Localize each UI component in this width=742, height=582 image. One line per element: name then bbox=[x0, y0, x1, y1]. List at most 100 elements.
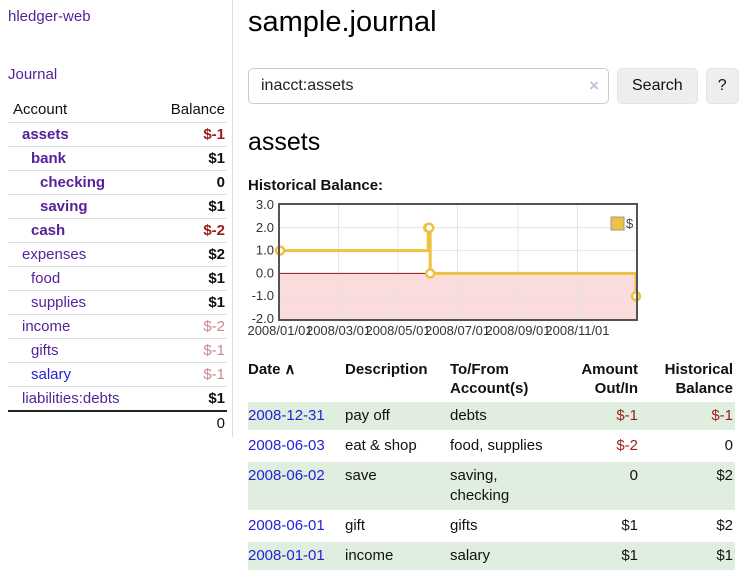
svg-text:2.0: 2.0 bbox=[256, 220, 274, 235]
sidebar-account-link-supplies[interactable]: supplies bbox=[31, 294, 87, 311]
txn-header-description: Description bbox=[345, 361, 428, 378]
table-row: 2008-01-01 income salary $1 $1 bbox=[248, 541, 735, 572]
txn-balance: $2 bbox=[640, 461, 735, 512]
svg-text:-1.0: -1.0 bbox=[252, 288, 274, 303]
txn-accounts: debts bbox=[450, 402, 558, 432]
sort-asc-icon: ∧ bbox=[284, 361, 296, 378]
account-balance: $-2 bbox=[149, 314, 227, 339]
account-row: liabilities:debts $1 bbox=[8, 386, 227, 411]
sidebar-account-link-salary[interactable]: salary bbox=[31, 366, 72, 383]
balance-chart-svg: $3.0 2.0 1.0 0.0 -1.0 -2.02008/01/012008/03/0… bbox=[247, 197, 642, 338]
account-balance: $-1 bbox=[149, 362, 227, 387]
account-row: saving $1 bbox=[8, 194, 227, 219]
account-balance: $2 bbox=[149, 242, 227, 267]
txn-date-link[interactable]: 2008-06-03 bbox=[248, 437, 325, 454]
accounts-header-balance: Balance bbox=[170, 101, 225, 118]
txn-amount: 0 bbox=[558, 461, 640, 512]
account-row: income $-2 bbox=[8, 314, 227, 339]
accounts-header-account: Account bbox=[13, 101, 68, 118]
historical-balance-chart: $3.0 2.0 1.0 0.0 -1.0 -2.0 2008/01/01 2008/03/0… bbox=[247, 197, 668, 344]
txn-date-link[interactable]: 2008-01-01 bbox=[248, 547, 325, 564]
txn-description: save bbox=[345, 461, 450, 512]
svg-text:2008/03/01: 2008/03/01 bbox=[306, 323, 371, 338]
txn-description: pay off bbox=[345, 402, 450, 432]
chart-title: Historical Balance: bbox=[248, 177, 384, 194]
table-row: 2008-06-03 eat & shop food, supplies $-2 0 bbox=[248, 431, 735, 462]
table-row: 2008-06-01 gift gifts $1 $2 bbox=[248, 511, 735, 542]
transactions-table: Date ∧ Description To/From Account(s) Amou… bbox=[248, 358, 735, 572]
account-balance: $-2 bbox=[149, 218, 227, 243]
account-row: assets $-1 bbox=[8, 122, 227, 147]
accounts-table: Account Balance assets $-1 bank $1 checking 0… bbox=[8, 98, 227, 435]
svg-text:2008/11/01: 2008/11/01 bbox=[545, 323, 609, 338]
account-balance: $1 bbox=[149, 266, 227, 291]
sidebar-account-link-bank[interactable]: bank bbox=[31, 150, 67, 167]
help-button[interactable]: ? bbox=[705, 68, 739, 104]
svg-text:$: $ bbox=[626, 216, 634, 231]
account-balance: $1 bbox=[149, 194, 227, 219]
sidebar-account-link-expenses[interactable]: expenses bbox=[22, 246, 87, 263]
sidebar-account-link-income[interactable]: income bbox=[22, 318, 71, 335]
svg-text:1.0: 1.0 bbox=[256, 243, 274, 258]
account-heading: assets bbox=[248, 128, 321, 156]
svg-text:2008/05/01: 2008/05/01 bbox=[365, 323, 430, 338]
svg-text:-2.0: -2.0 bbox=[252, 311, 274, 326]
txn-header-amount: Amount Out/In bbox=[581, 361, 638, 397]
txn-amount: $-1 bbox=[558, 402, 640, 432]
account-balance: $-1 bbox=[149, 122, 227, 147]
svg-text:2008/09/01: 2008/09/01 bbox=[485, 323, 550, 338]
account-row: supplies $1 bbox=[8, 290, 227, 315]
txn-balance: $-1 bbox=[640, 402, 735, 432]
account-row: cash $-2 bbox=[8, 218, 227, 243]
sidebar-account-link-checking[interactable]: checking bbox=[40, 174, 106, 191]
txn-description: eat & shop bbox=[345, 431, 450, 462]
txn-header-balance: Historical Balance bbox=[664, 361, 733, 397]
main-content: sample.journal × Search ? assets Histori… bbox=[247, 0, 739, 572]
txn-balance: $2 bbox=[640, 511, 735, 542]
sidebar-account-link-assets[interactable]: assets bbox=[22, 126, 69, 143]
txn-header-accounts: To/From Account(s) bbox=[450, 361, 529, 397]
app-title-link[interactable]: hledger-web bbox=[8, 8, 91, 25]
sidebar-account-link-cash[interactable]: cash bbox=[31, 222, 66, 239]
txn-date-link[interactable]: 2008-12-31 bbox=[248, 407, 325, 424]
svg-text:2008/07/01: 2008/07/01 bbox=[425, 323, 490, 338]
search-form: × Search ? bbox=[248, 68, 739, 104]
account-row: gifts $-1 bbox=[8, 338, 227, 363]
txn-accounts: gifts bbox=[450, 511, 558, 542]
table-row: 2008-12-31 pay off debts $-1 $-1 bbox=[248, 402, 735, 432]
txn-date-link[interactable]: 2008-06-01 bbox=[248, 517, 325, 534]
txn-accounts: salary bbox=[450, 541, 558, 572]
account-balance: $-1 bbox=[149, 338, 227, 363]
txn-balance: $1 bbox=[640, 541, 735, 572]
clear-search-icon[interactable]: × bbox=[589, 76, 599, 95]
account-row: bank $1 bbox=[8, 146, 227, 171]
txn-balance: 0 bbox=[640, 431, 735, 462]
accounts-total-row: 0 bbox=[8, 410, 227, 435]
account-balance: $1 bbox=[149, 146, 227, 171]
txn-description: income bbox=[345, 541, 450, 572]
txn-accounts: saving, checking bbox=[450, 461, 558, 512]
svg-text:0.0: 0.0 bbox=[256, 265, 274, 280]
page-title: sample.journal bbox=[248, 6, 437, 38]
search-input[interactable] bbox=[248, 68, 609, 104]
accounts-total-value: 0 bbox=[149, 410, 227, 435]
txn-header-date[interactable]: Date ∧ bbox=[248, 361, 296, 378]
search-button[interactable]: Search bbox=[617, 68, 698, 104]
sidebar-item-journal[interactable]: Journal bbox=[8, 66, 58, 83]
txn-description: gift bbox=[345, 511, 450, 542]
txn-amount: $1 bbox=[558, 541, 640, 572]
sidebar-account-link-liabilities-debts[interactable]: liabilities:debts bbox=[22, 390, 120, 407]
sidebar-account-link-gifts[interactable]: gifts bbox=[31, 342, 59, 359]
table-row: 2008-06-02 save saving, checking 0 $2 bbox=[248, 461, 735, 512]
account-row: expenses $2 bbox=[8, 242, 227, 267]
account-balance: $1 bbox=[149, 290, 227, 315]
account-balance: $1 bbox=[149, 386, 227, 411]
svg-text:3.0: 3.0 bbox=[256, 197, 274, 212]
sidebar-account-link-saving[interactable]: saving bbox=[40, 198, 88, 215]
txn-amount: $-2 bbox=[558, 431, 640, 462]
sidebar-account-link-food[interactable]: food bbox=[31, 270, 61, 287]
account-row: salary $-1 bbox=[8, 362, 227, 387]
txn-date-link[interactable]: 2008-06-02 bbox=[248, 467, 325, 484]
account-balance: 0 bbox=[149, 170, 227, 195]
txn-accounts: food, supplies bbox=[450, 431, 558, 462]
